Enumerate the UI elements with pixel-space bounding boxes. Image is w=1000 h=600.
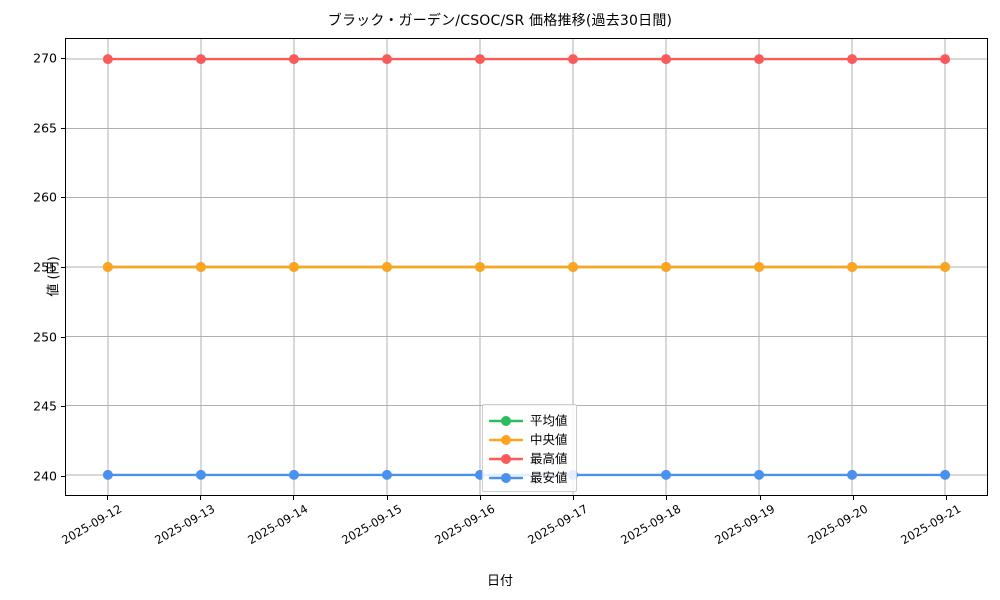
legend-swatch-icon [488,470,524,484]
y-tick-mark [61,127,65,129]
x-tick-mark [293,496,295,500]
data-point [102,469,113,480]
x-axis-label: 日付 [486,574,513,589]
x-tick-mark [200,496,202,500]
data-point [102,262,113,272]
legend-swatch-icon [488,451,524,465]
x-tick-mark [759,496,761,500]
x-tick-label: 2025-09-16 [432,501,498,548]
x-tick-label: 2025-09-21 [898,501,964,548]
data-point [288,54,299,65]
legend-swatch-icon [488,432,524,446]
x-tick-mark [946,496,948,500]
data-point [847,469,858,480]
data-point [568,262,579,272]
data-point [754,469,765,480]
x-tick-mark [666,496,668,500]
x-tick-label: 2025-09-13 [152,501,218,548]
data-point [568,54,579,65]
legend-label: 最高値 [530,451,568,466]
y-tick-mark [61,58,65,60]
data-point [381,54,392,65]
data-point [847,54,858,65]
x-tick-label: 2025-09-17 [525,501,591,548]
data-point [940,469,951,480]
legend-label: 最安値 [530,470,568,485]
data-point [381,469,392,480]
y-tick-mark [61,197,65,199]
data-point [754,54,765,65]
y-tick-label: 245 [33,398,57,414]
x-tick-mark [479,496,481,500]
chart-title: ブラック・ガーデン/CSOC/SR 価格推移(過去30日間) [327,13,673,29]
y-axis-tick-labels: 240 245 250 255 260 265 270 [0,38,57,496]
y-tick-label: 260 [33,189,57,205]
legend-swatch-icon [488,413,524,427]
legend-item-0[interactable]: 平均値 [488,410,568,429]
legend-item-3[interactable]: 最安値 [488,467,568,486]
data-point [754,262,765,272]
data-point [102,54,113,65]
y-tick-mark [61,406,65,408]
legend-label: 平均値 [530,413,568,428]
data-point [661,54,672,65]
data-point [195,54,206,65]
y-axis-label: 値 (円) [46,256,62,297]
chart-legend: 平均値中央値最高値最安値 [482,404,577,492]
data-point [288,469,299,480]
data-point [940,262,951,272]
x-tick-mark [106,496,108,500]
data-point [847,262,858,272]
x-tick-mark [573,496,575,500]
y-tick-label: 270 [33,50,57,66]
legend-label: 中央値 [530,432,568,447]
y-tick-label: 240 [33,468,57,484]
y-tick-mark [61,336,65,338]
x-tick-label: 2025-09-12 [59,501,125,548]
data-point [661,262,672,272]
x-tick-mark [386,496,388,500]
legend-item-2[interactable]: 最高値 [488,448,568,467]
data-point [474,262,485,272]
x-tick-label: 2025-09-19 [711,501,777,548]
data-point [195,262,206,272]
y-tick-mark [61,475,65,477]
data-point [381,262,392,272]
x-tick-label: 2025-09-14 [245,501,311,548]
x-tick-mark [852,496,854,500]
data-point [288,262,299,272]
data-point [474,54,485,65]
data-point [661,469,672,480]
data-point [940,54,951,65]
y-tick-label: 255 [33,259,57,275]
x-tick-label: 2025-09-20 [805,501,871,548]
y-tick-mark [61,267,65,268]
x-tick-label: 2025-09-15 [338,501,404,548]
y-tick-label: 265 [33,120,57,136]
data-point [195,469,206,480]
legend-item-1[interactable]: 中央値 [488,429,568,448]
x-tick-label: 2025-09-18 [618,501,684,548]
y-tick-label: 250 [33,329,57,345]
